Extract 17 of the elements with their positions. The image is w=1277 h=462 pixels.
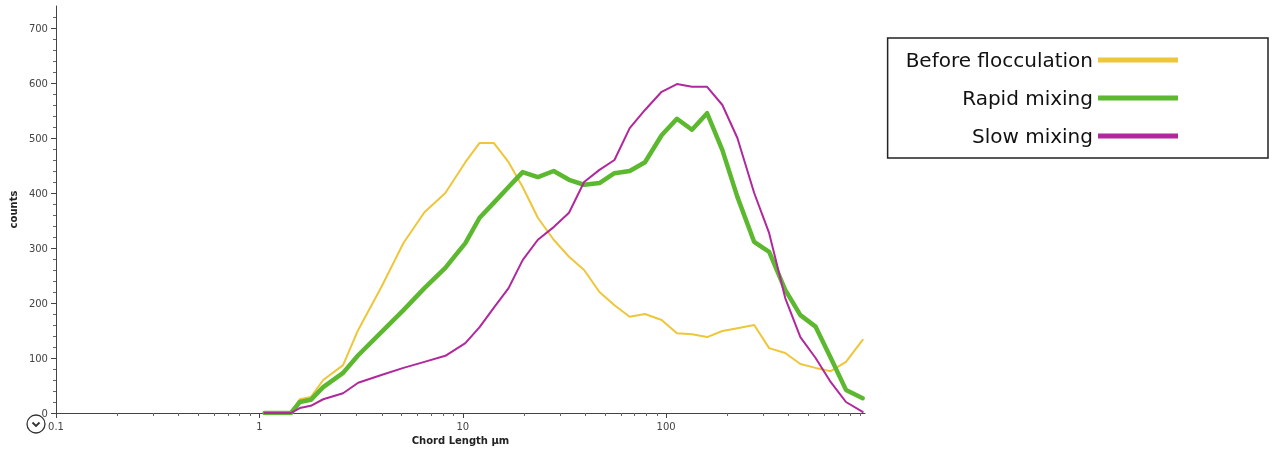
y-tick-label: 200 xyxy=(28,297,48,309)
y-tick-label: 100 xyxy=(28,352,48,364)
y-axis-title: counts xyxy=(7,190,19,229)
y-tick-label: 700 xyxy=(28,22,48,34)
y-tick-label: 500 xyxy=(28,132,48,144)
legend-label: Slow mixing xyxy=(971,124,1093,148)
x-tick-label: 0.1 xyxy=(48,420,64,432)
y-tick-label: 0 xyxy=(41,407,48,419)
x-axis-title: Chord Length µm xyxy=(411,435,510,447)
x-tick-label: 1 xyxy=(256,420,263,432)
x-tick-label: 10 xyxy=(456,420,470,432)
y-tick-label: 400 xyxy=(28,187,48,199)
y-tick-label: 300 xyxy=(28,242,48,254)
x-tick-label: 100 xyxy=(656,420,676,432)
legend-label: Rapid mixing xyxy=(962,86,1093,110)
legend-label: Before flocculation xyxy=(905,48,1093,72)
y-tick-label: 600 xyxy=(28,77,48,89)
